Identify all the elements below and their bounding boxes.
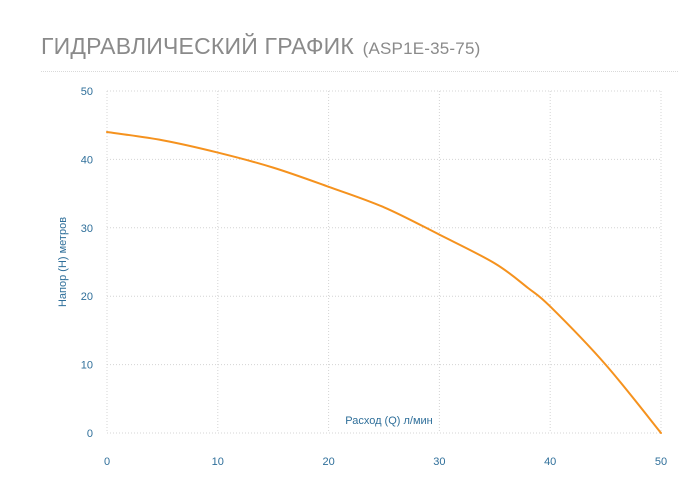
x-tick-label: 20 <box>322 456 334 468</box>
x-tick-label: 10 <box>212 456 224 468</box>
x-tick-layer: 0 10 20 30 40 50 <box>104 456 667 468</box>
x-tick-label: 30 <box>433 456 445 468</box>
chart-title-model: (ASP1E-35-75) <box>362 39 481 58</box>
chart-title-main: ГИДРАВЛИЧЕСКИЙ ГРАФИК <box>41 33 354 59</box>
x-tick-label: 50 <box>655 456 667 468</box>
x-axis-label: Расход (Q) л/мин <box>345 415 433 427</box>
x-tick-label: 0 <box>104 456 110 468</box>
y-tick-label: 20 <box>81 291 93 303</box>
y-tick-label: 10 <box>81 360 93 372</box>
y-tick-label: 0 <box>87 428 93 440</box>
y-tick-label: 50 <box>81 86 93 98</box>
y-tick-layer: 0 10 20 30 40 50 <box>81 86 93 440</box>
chart-title: ГИДРАВЛИЧЕСКИЙ ГРАФИК (ASP1E-35-75) <box>41 33 480 60</box>
y-tick-label: 40 <box>81 154 93 166</box>
grid-layer <box>106 90 662 434</box>
title-divider <box>41 71 678 72</box>
y-axis-label: Напор (H) метров <box>57 217 69 307</box>
series-curve <box>106 131 662 434</box>
x-tick-label: 40 <box>544 456 556 468</box>
y-tick-label: 30 <box>81 223 93 235</box>
